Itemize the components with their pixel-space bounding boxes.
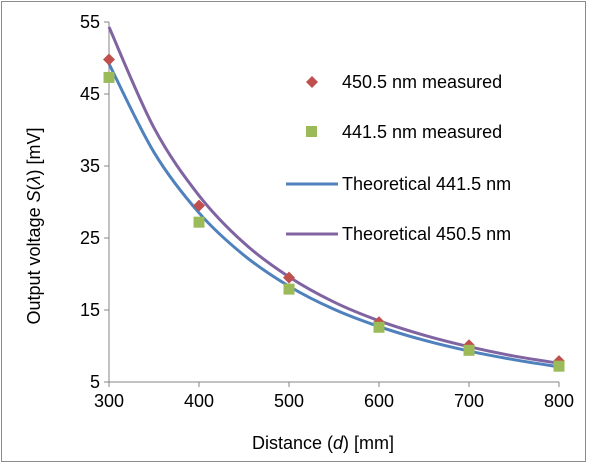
legend-marker-441-measured [306, 126, 317, 137]
data-point-diamond [283, 271, 295, 284]
curve-layer [107, 26, 560, 369]
x-axis-title: Distance (d) [mm] [252, 433, 394, 453]
legend-label-theoretical-441: Theoretical 441.5 nm [342, 174, 511, 194]
series-line-3 [107, 26, 560, 365]
y-tick-label: 25 [80, 228, 100, 248]
legend-label-441-measured: 441.5 nm measured [342, 122, 502, 142]
x-tick-label: 300 [94, 391, 124, 411]
y-tick-label: 35 [80, 156, 100, 176]
y-tick-label: 15 [80, 300, 100, 320]
y-tick-label: 5 [90, 372, 100, 392]
legend: 450.5 nm measured 441.5 nm measured Theo… [286, 72, 511, 244]
x-tick-label: 400 [184, 391, 214, 411]
series-line-2 [107, 63, 560, 369]
data-point-diamond [103, 53, 115, 66]
marker-layer [103, 53, 565, 372]
x-tick-label: 800 [544, 391, 574, 411]
data-point-square [463, 344, 475, 356]
x-tick-label: 700 [454, 391, 484, 411]
y-axis-title: Output voltage S(λ) [mV] [24, 128, 44, 325]
data-point-square [373, 321, 385, 333]
data-point-square [553, 360, 565, 372]
legend-label-theoretical-450: Theoretical 450.5 nm [342, 224, 511, 244]
data-point-square [103, 71, 115, 83]
chart-svg: 5 15 25 35 45 55 300 400 500 600 700 800 Distance (… [24, 12, 574, 453]
data-point-square [283, 283, 295, 295]
y-tick-label: 55 [80, 12, 100, 32]
legend-marker-450-measured [306, 76, 318, 88]
y-tick-label: 45 [80, 84, 100, 104]
x-tick-label: 600 [364, 391, 394, 411]
legend-label-450-measured: 450.5 nm measured [342, 72, 502, 92]
x-tick-label: 500 [274, 391, 304, 411]
tick-labels: 5 15 25 35 45 55 300 400 500 600 700 800 [80, 12, 574, 411]
chart-frame: 5 15 25 35 45 55 300 400 500 600 700 800 Distance (… [1, 1, 586, 462]
data-point-diamond [193, 199, 205, 212]
data-point-square [193, 216, 205, 228]
